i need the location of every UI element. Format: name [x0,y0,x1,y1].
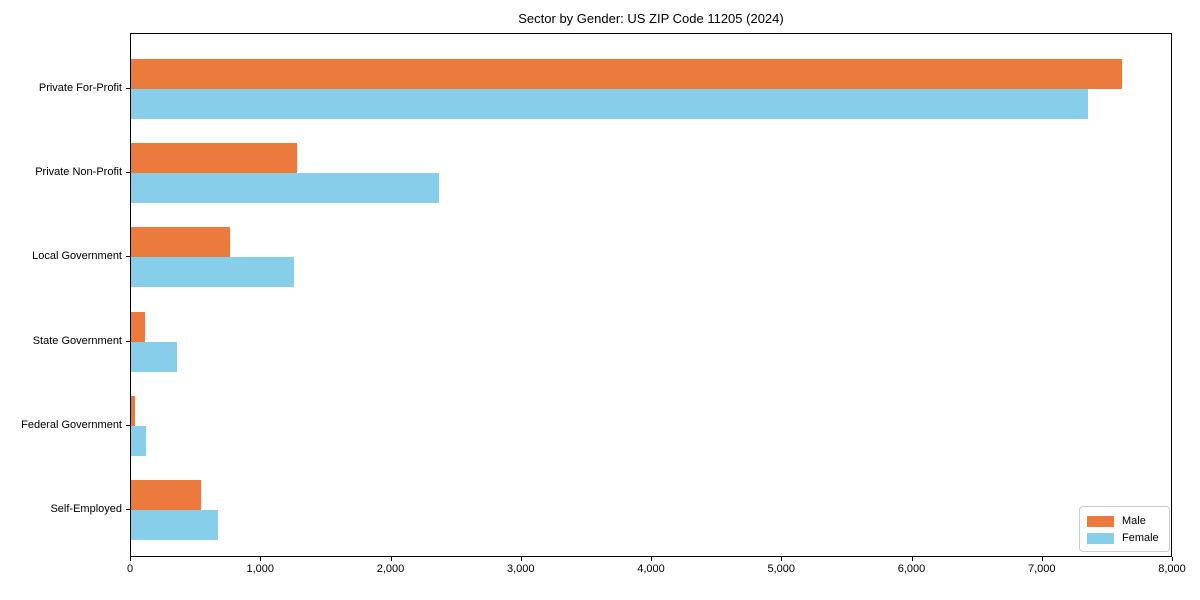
ytick-mark [126,256,130,258]
xtick-label: 0 [126,563,134,575]
xtick-mark [130,557,131,561]
legend-swatch-male [1087,515,1114,527]
plot-area [130,33,1172,557]
xtick-mark [911,557,913,561]
legend: Male Female [1079,506,1170,552]
bar-male-private-non-profit [131,143,298,174]
xtick-label: 1,000 [246,563,275,575]
bar-male-federal-government [131,395,135,426]
legend-item-male: Male [1087,513,1169,529]
bar-male-local-government [131,227,230,258]
bar-male-self-employed [131,480,202,510]
xtick-label: 4,000 [637,563,665,575]
ytick-label: Local Government [32,250,122,263]
xtick-mark [520,557,522,561]
bar-female-self-employed [131,510,219,540]
ytick-label: Federal Government [21,418,122,431]
xtick-mark [1041,557,1043,561]
legend-swatch-female [1087,532,1114,544]
bar-female-local-government [131,257,294,288]
bar-female-federal-government [131,425,146,456]
bar-female-state-government [131,341,177,372]
ytick-mark [126,88,130,89]
xtick-label: 2,000 [376,563,405,575]
bar-female-private-non-profit [131,173,440,204]
xtick-mark [1172,557,1173,561]
xtick-mark [651,557,652,561]
ytick-mark [126,424,130,426]
xtick-label: 7,000 [1027,563,1056,575]
bar-male-state-government [131,311,146,342]
ytick-label: Self-Employed [50,503,122,515]
legend-item-female: Female [1087,530,1169,546]
y-axis-labels: Private For-Profit Private Non-Profit Loca… [0,33,122,557]
xtick-mark [260,557,262,561]
ytick-mark [126,172,130,174]
bar-female-private-for-profit [131,89,1088,119]
legend-label: Female [1122,532,1159,544]
ytick-label: State Government [32,334,122,347]
ytick-label: Private For-Profit [38,82,122,94]
legend-label: Male [1122,515,1146,527]
chart-title: Sector by Gender: US ZIP Code 11205 (202… [518,11,784,26]
ytick-label: Private Non-Profit [35,166,122,179]
xtick-label: 3,000 [506,563,535,575]
xtick-mark [390,557,392,561]
ytick-mark [126,509,130,510]
bar-male-private-for-profit [131,59,1122,89]
xtick-mark [781,557,783,561]
ytick-mark [126,340,130,342]
xtick-label: 5,000 [767,563,796,575]
xtick-label: 8,000 [1158,563,1186,575]
xtick-label: 6,000 [897,563,926,575]
